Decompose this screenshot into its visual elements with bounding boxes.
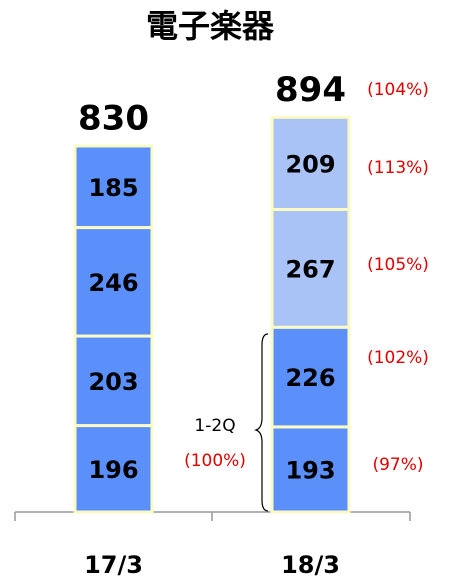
- value-label: 185: [88, 174, 138, 202]
- bar-segment: [73, 334, 154, 428]
- bar-segment: [73, 144, 154, 230]
- bar-segment: [270, 325, 351, 429]
- value-label: 267: [285, 255, 335, 283]
- annotation: (113%): [367, 158, 429, 178]
- annotation: (97%): [372, 455, 423, 475]
- x-tick-label: 18/3: [281, 551, 340, 579]
- bar-segment: [270, 207, 351, 329]
- bar-segment: [270, 115, 351, 211]
- annotation: (100%): [184, 451, 246, 471]
- bracket: [254, 333, 269, 512]
- value-label: 203: [88, 368, 138, 396]
- axis-line: [14, 511, 411, 521]
- annotation: (102%): [367, 348, 429, 368]
- x-tick-label: 17/3: [84, 551, 143, 579]
- chart-title: 電子楽器: [146, 7, 275, 45]
- value-label: 246: [88, 269, 138, 297]
- annotation: (105%): [367, 255, 429, 275]
- total-label: 894: [275, 70, 346, 110]
- value-label: 193: [285, 456, 335, 484]
- annotation: (104%): [367, 80, 429, 100]
- value-label: 209: [285, 150, 335, 178]
- value-label: 226: [285, 364, 335, 392]
- value-label: 196: [88, 456, 138, 484]
- bar-segment: [270, 425, 351, 514]
- annotation: 1-2Q: [194, 416, 235, 436]
- total-label: 830: [78, 98, 149, 138]
